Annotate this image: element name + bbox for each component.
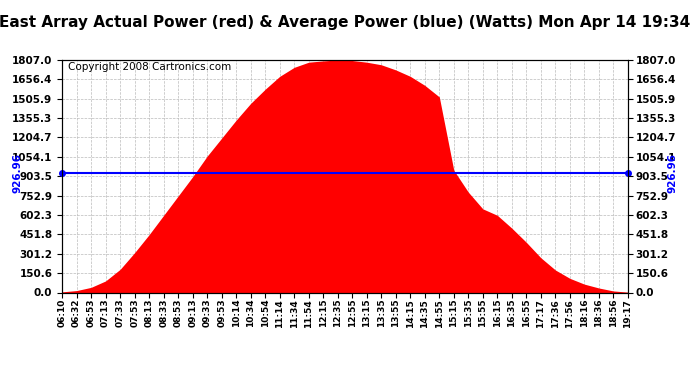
Text: 926.96: 926.96 — [12, 153, 22, 193]
Text: Copyright 2008 Cartronics.com: Copyright 2008 Cartronics.com — [68, 62, 231, 72]
Text: 926.96: 926.96 — [668, 153, 678, 193]
Text: East Array Actual Power (red) & Average Power (blue) (Watts) Mon Apr 14 19:34: East Array Actual Power (red) & Average … — [0, 15, 690, 30]
